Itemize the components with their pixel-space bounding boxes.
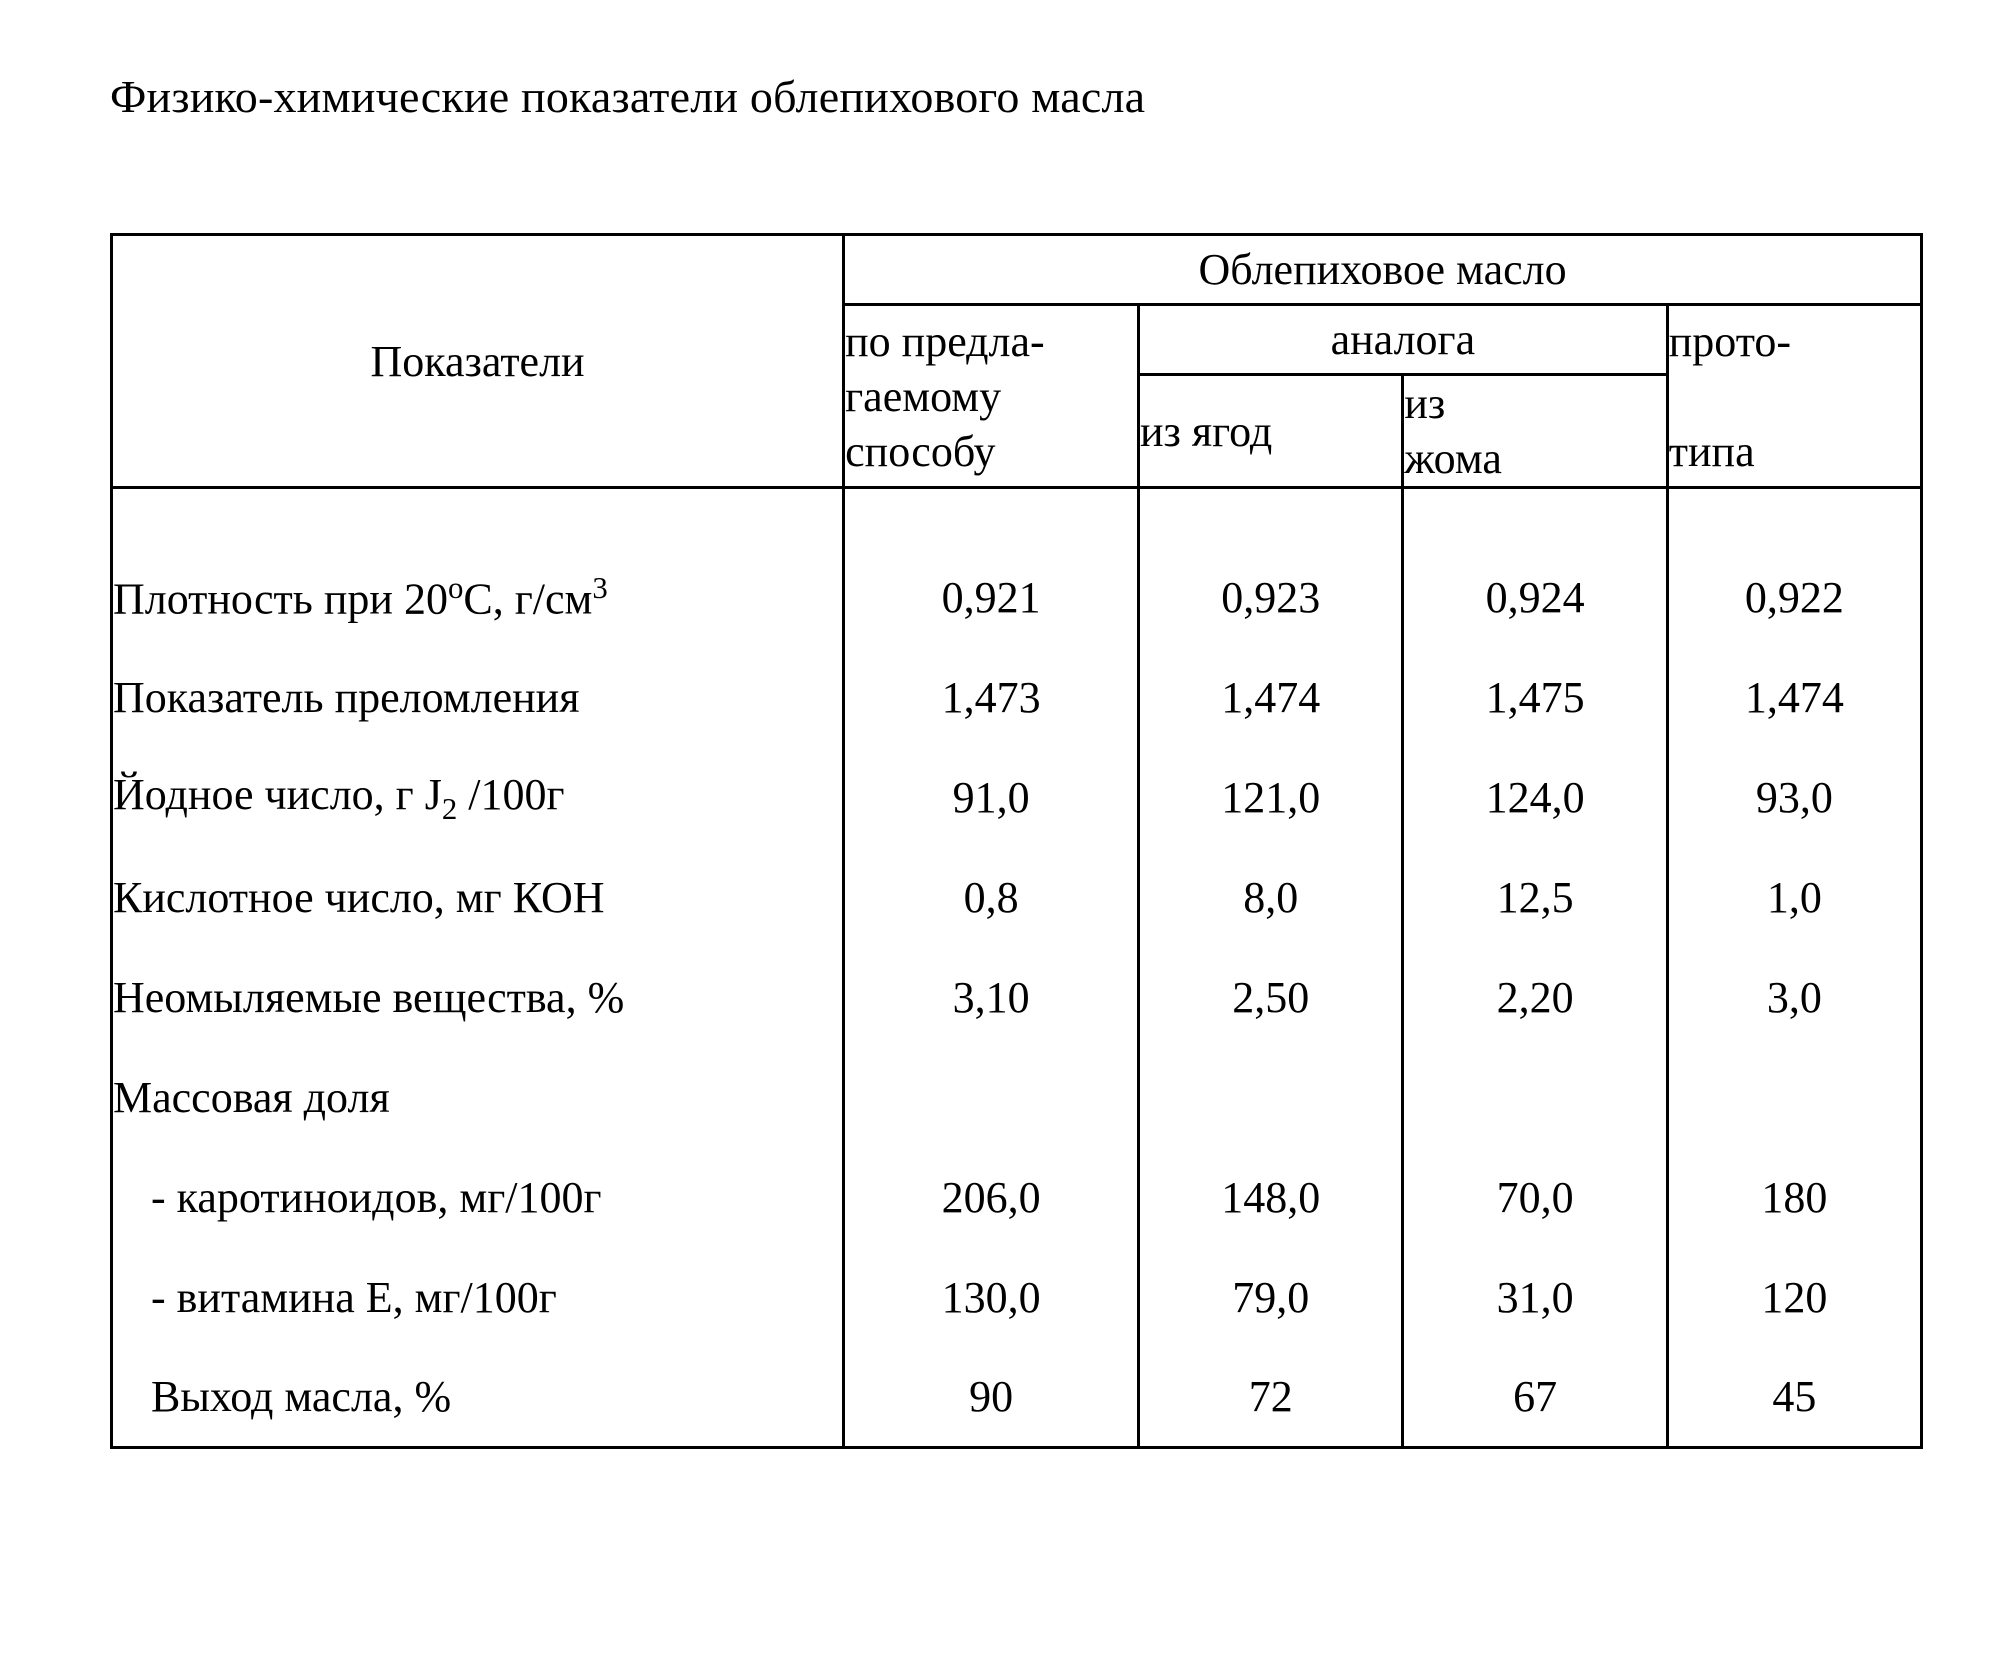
header-col2: из ягод xyxy=(1139,375,1403,488)
header-col3-line2: жома xyxy=(1404,434,1502,483)
row-label: Неомыляемые вещества, % xyxy=(112,948,844,1048)
row-value: 0,923 xyxy=(1139,548,1403,648)
row-value: 67 xyxy=(1403,1348,1667,1448)
table-row: Неомыляемые вещества, %3,102,502,203,0 xyxy=(112,948,1922,1048)
table-row: Выход масла, %90726745 xyxy=(112,1348,1922,1448)
page-title: Физико-химические показатели облепиховог… xyxy=(110,70,1923,123)
row-value: 0,924 xyxy=(1403,548,1667,648)
row-value: 0,921 xyxy=(844,548,1139,648)
header-col3: из жома xyxy=(1403,375,1667,488)
row-value xyxy=(1667,1048,1921,1148)
header-analog-label: аналога xyxy=(1331,315,1476,364)
row-value: 121,0 xyxy=(1139,748,1403,848)
row-value: 148,0 xyxy=(1139,1148,1403,1248)
header-super: Облепиховое масло xyxy=(844,235,1922,305)
row-value: 1,473 xyxy=(844,648,1139,748)
header-col4: прото- типа xyxy=(1667,305,1921,488)
row-label: Показатель преломления xyxy=(112,648,844,748)
row-label: Массовая доля xyxy=(112,1048,844,1148)
row-label: - каротиноидов, мг/100г xyxy=(112,1148,844,1248)
row-value xyxy=(1403,1048,1667,1148)
row-value: 124,0 xyxy=(1403,748,1667,848)
row-value: 1,475 xyxy=(1403,648,1667,748)
header-col4-line2: типа xyxy=(1669,427,1755,476)
row-label: Плотность при 20oС, г/см3 xyxy=(112,548,844,648)
row-value: 93,0 xyxy=(1667,748,1921,848)
row-value: 206,0 xyxy=(844,1148,1139,1248)
table-spacer-row xyxy=(112,488,1922,548)
header-analog: аналога xyxy=(1139,305,1668,375)
row-label: Йодное число, г J2 /100г xyxy=(112,748,844,848)
header-col1-line1: по предла- xyxy=(845,317,1045,366)
table-row: Показатель преломления1,4731,4741,4751,4… xyxy=(112,648,1922,748)
header-col3-line1: из xyxy=(1404,379,1445,428)
table-row: - каротиноидов, мг/100г206,0148,070,0180 xyxy=(112,1148,1922,1248)
table-row: Йодное число, г J2 /100г91,0121,0124,093… xyxy=(112,748,1922,848)
row-value: 0,8 xyxy=(844,848,1139,948)
row-value: 180 xyxy=(1667,1148,1921,1248)
row-value: 3,10 xyxy=(844,948,1139,1048)
row-value: 70,0 xyxy=(1403,1148,1667,1248)
row-value: 31,0 xyxy=(1403,1248,1667,1348)
row-value: 1,0 xyxy=(1667,848,1921,948)
row-value: 8,0 xyxy=(1139,848,1403,948)
row-value: 91,0 xyxy=(844,748,1139,848)
header-col4-line1: прото- xyxy=(1669,317,1791,366)
table-row: Плотность при 20oС, г/см30,9210,9230,924… xyxy=(112,548,1922,648)
row-value: 3,0 xyxy=(1667,948,1921,1048)
table-row: - витамина Е, мг/100г130,079,031,0120 xyxy=(112,1248,1922,1348)
row-value xyxy=(844,1048,1139,1148)
table-row: Кислотное число, мг КОН0,88,012,51,0 xyxy=(112,848,1922,948)
row-value: 120 xyxy=(1667,1248,1921,1348)
header-indicators-label: Показатели xyxy=(371,337,585,386)
header-col1: по предла- гаемому способу xyxy=(844,305,1139,488)
row-value: 2,50 xyxy=(1139,948,1403,1048)
row-value: 45 xyxy=(1667,1348,1921,1448)
row-label: Кислотное число, мг КОН xyxy=(112,848,844,948)
header-col2-label: из ягод xyxy=(1140,407,1272,456)
row-label: Выход масла, % xyxy=(112,1348,844,1448)
row-value xyxy=(1139,1048,1403,1148)
row-value: 1,474 xyxy=(1667,648,1921,748)
header-col1-line3: способу xyxy=(845,427,995,476)
table-row: Массовая доля xyxy=(112,1048,1922,1148)
row-value: 1,474 xyxy=(1139,648,1403,748)
row-value: 90 xyxy=(844,1348,1139,1448)
header-indicators: Показатели xyxy=(112,235,844,488)
row-value: 12,5 xyxy=(1403,848,1667,948)
indicators-table: Показатели Облепиховое масло по предла- … xyxy=(110,233,1923,1449)
row-value: 130,0 xyxy=(844,1248,1139,1348)
row-value: 0,922 xyxy=(1667,548,1921,648)
row-value: 72 xyxy=(1139,1348,1403,1448)
row-value: 79,0 xyxy=(1139,1248,1403,1348)
row-label: - витамина Е, мг/100г xyxy=(112,1248,844,1348)
table-body: Плотность при 20oС, г/см30,9210,9230,924… xyxy=(112,548,1922,1448)
header-col1-line2: гаемому xyxy=(845,372,1001,421)
header-super-label: Облепиховое масло xyxy=(1199,245,1567,294)
row-value: 2,20 xyxy=(1403,948,1667,1048)
